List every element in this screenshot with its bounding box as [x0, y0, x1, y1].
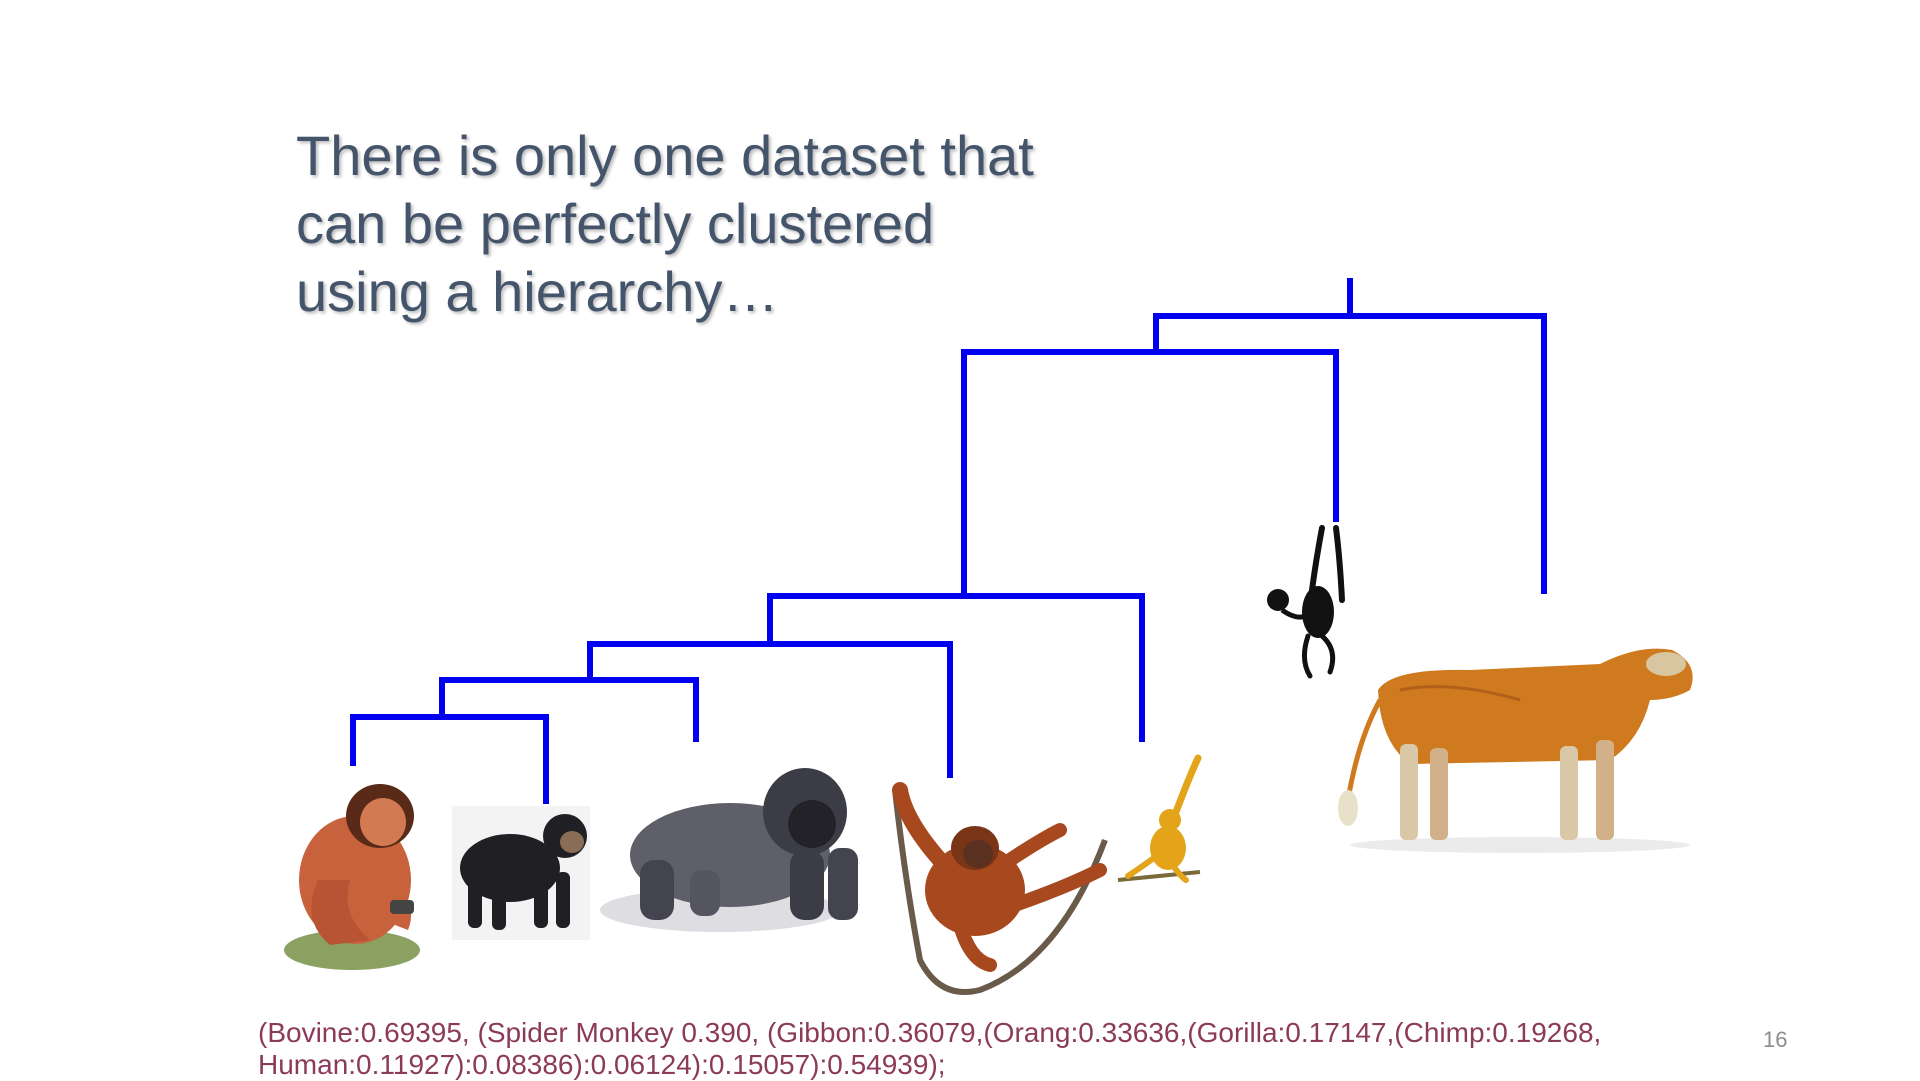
newick-line: Human:0.11927):0.08386):0.06124):0.15057…: [258, 1049, 946, 1080]
newick-line: (Bovine:0.69395, (Spider Monkey 0.390, (…: [258, 1017, 1602, 1048]
branch-gibbon-split: [767, 593, 1145, 742]
spider-monkey-illustration: [1267, 525, 1345, 679]
title-line: using a hierarchy…: [296, 260, 779, 323]
slide-number: 16: [1763, 1027, 1788, 1052]
orangutan-illustration: [892, 782, 1108, 995]
branch-gorilla-split: [439, 677, 699, 742]
title-line: can be perfectly clustered: [296, 192, 935, 255]
branch-primates-split: [961, 349, 1339, 596]
title-line: There is only one dataset that: [296, 124, 1034, 187]
chimp-illustration: [452, 806, 590, 940]
gorilla-illustration: [600, 768, 858, 932]
gibbon-illustration: [1117, 754, 1202, 883]
dendrogram-branches: [350, 278, 1547, 804]
newick-tree-string: (Bovine:0.69395, (Spider Monkey 0.390, (…: [258, 1017, 1658, 1081]
slide-title: There is only one dataset that can be pe…: [296, 122, 1156, 326]
branch-chimp-human-split: [350, 714, 549, 804]
branch-root-split: [1153, 313, 1547, 594]
human-illustration: [284, 784, 420, 970]
cow-illustration: [1338, 648, 1693, 853]
branch-orang-split: [587, 641, 953, 778]
